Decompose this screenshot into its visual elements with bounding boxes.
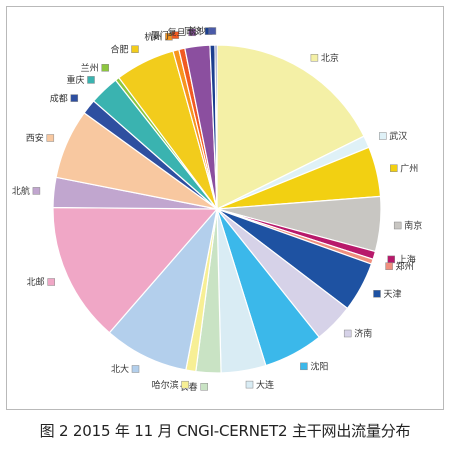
legend-swatch-24	[208, 27, 217, 35]
pie-slice-12	[108, 206, 219, 371]
slice-label-1: 武汉	[389, 130, 407, 142]
legend-swatch-3	[393, 221, 402, 230]
legend-swatch-19	[131, 45, 139, 53]
legend-swatch-6	[373, 290, 381, 298]
slice-label-13: 北邮	[27, 276, 45, 288]
legend-swatch-10	[200, 383, 208, 391]
legend-swatch-22	[188, 28, 196, 37]
pie-slice-0	[216, 44, 365, 210]
pie-chart: 北京武汉广州南京上海郑州天津济南沈阳大连长春哈尔滨北大北邮北航西安成都重庆兰州合…	[12, 25, 422, 393]
slice-label-7: 济南	[354, 328, 372, 340]
slice-label-19: 合肥	[110, 43, 128, 55]
slice-label-3: 南京	[404, 220, 422, 232]
chart-frame: 北京武汉广州南京上海郑州天津济南沈阳大连长春哈尔滨北大北邮北航西安成都重庆兰州合…	[6, 6, 444, 410]
legend-swatch-16	[70, 94, 79, 102]
slice-label-2: 广州	[400, 162, 418, 174]
legend-swatch-2	[390, 164, 398, 172]
slice-label-15: 西安	[26, 132, 44, 144]
legend-swatch-8	[300, 362, 308, 371]
legend-swatch-0	[310, 54, 319, 62]
legend-swatch-14	[32, 187, 41, 195]
legend-swatch-21	[171, 31, 180, 39]
slice-label-8: 沈阳	[310, 361, 328, 373]
legend-swatch-12	[131, 365, 140, 373]
legend-swatch-13	[47, 278, 55, 286]
legend-swatch-4	[387, 255, 395, 264]
slice-label-21: 厦门	[151, 29, 169, 41]
slice-label-12: 北大	[111, 363, 129, 375]
slice-label-6: 天津	[384, 289, 402, 300]
pie-slice-13	[52, 206, 219, 334]
legend-swatch-5	[385, 262, 393, 270]
slice-label-18: 兰州	[81, 62, 99, 74]
slice-label-9: 大连	[256, 379, 274, 391]
slice-label-17: 重庆	[66, 74, 84, 86]
slice-label-0: 北京	[321, 52, 339, 64]
legend-swatch-15	[46, 134, 55, 142]
figure-caption: 图 2 2015 年 11 月 CNGI-CERNET2 主干网出流量分布	[39, 422, 411, 440]
slice-label-20: 杭州	[144, 31, 162, 43]
legend-swatch-1	[379, 132, 387, 140]
legend-swatch-7	[343, 329, 352, 338]
slice-label-23: 同济	[184, 25, 202, 37]
slice-label-5: 郑州	[396, 260, 414, 272]
slice-label-14: 北航	[12, 185, 30, 197]
slice-label-22: 复旦	[168, 27, 186, 39]
slice-label-16: 成都	[50, 92, 68, 104]
slice-label-4: 上海	[398, 254, 416, 266]
slice-label-11: 哈尔滨	[152, 379, 179, 391]
legend-swatch-11	[181, 380, 189, 389]
legend-swatch-9	[245, 380, 254, 389]
legend-swatch-18	[101, 64, 109, 72]
legend-swatch-17	[87, 76, 95, 84]
slice-label-24: 长沙	[188, 25, 206, 37]
pie-slice-24	[214, 44, 218, 210]
